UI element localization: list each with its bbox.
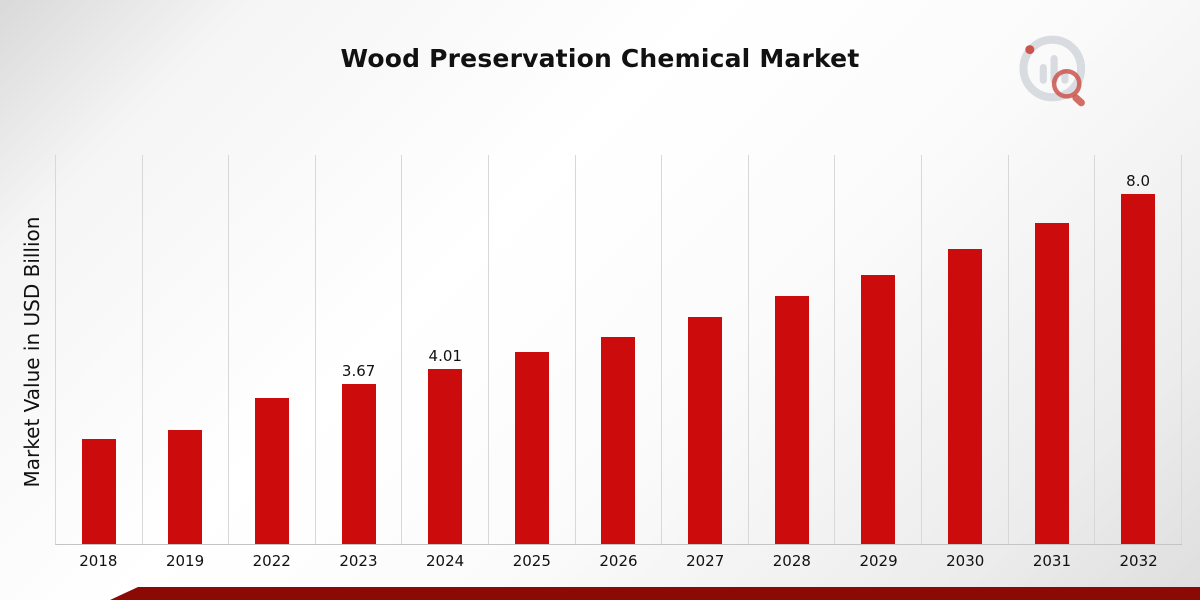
bar-2025	[514, 351, 549, 544]
bar-plot: 3.67 4.01 8.0	[55, 155, 1182, 545]
x-tick-label: 2032	[1119, 552, 1158, 570]
bar-2026	[601, 336, 636, 544]
chart-title: Wood Preservation Chemical Market	[340, 44, 860, 73]
x-tick-label: 2023	[339, 552, 378, 570]
plot-column	[662, 155, 749, 544]
chart-plot-area: 3.67 4.01 8.0	[55, 155, 1182, 545]
plot-column	[56, 155, 143, 544]
x-tick-label: 2026	[599, 552, 638, 570]
plot-column	[143, 155, 230, 544]
bar-2022	[255, 397, 290, 544]
bottom-accent-strip	[110, 587, 1200, 600]
x-tick-label: 2025	[512, 552, 551, 570]
bar-value-label: 4.01	[428, 346, 462, 365]
bar-2031	[1034, 222, 1069, 544]
plot-column	[1009, 155, 1096, 544]
bar-2027	[688, 316, 723, 544]
bar-value-label: 8.0	[1126, 172, 1151, 191]
plot-column	[489, 155, 576, 544]
x-tick-label: 2018	[79, 552, 118, 570]
plot-column: 4.01	[402, 155, 490, 544]
bar-2030	[947, 249, 982, 544]
x-tick-label: 2019	[165, 552, 205, 570]
plot-column: 3.67	[316, 155, 403, 544]
x-tick-label: 2028	[772, 552, 811, 570]
bar-2019	[168, 429, 203, 544]
plot-column	[749, 155, 836, 544]
x-tick-label: 2027	[686, 552, 725, 570]
plot-column	[229, 155, 316, 544]
x-tick-label: 2024	[426, 552, 465, 570]
x-tick-label: 2031	[1032, 552, 1071, 570]
x-tick-label: 2030	[946, 552, 985, 570]
plot-column: 8.0	[1095, 155, 1182, 544]
x-axis-tick-row: 2018 2019 2022 2023 2024 2025 2026 2027 2028 2029…	[55, 552, 1182, 570]
x-tick-label: 2022	[252, 552, 291, 570]
bar-2023: 3.67	[341, 362, 376, 544]
bar-2029	[861, 274, 896, 544]
bar-value-label: 3.67	[341, 361, 376, 380]
y-axis-label: Market Value in USD Billion	[20, 216, 44, 488]
plot-column	[922, 155, 1009, 544]
bar-2018	[81, 439, 116, 544]
bar-2032: 8.0	[1121, 172, 1156, 544]
brand-logo-icon	[1019, 35, 1086, 107]
bar-2024: 4.01	[428, 347, 463, 544]
plot-column	[835, 155, 923, 544]
bar-2028	[774, 295, 809, 544]
plot-column	[576, 155, 663, 544]
x-tick-label: 2029	[859, 552, 898, 570]
